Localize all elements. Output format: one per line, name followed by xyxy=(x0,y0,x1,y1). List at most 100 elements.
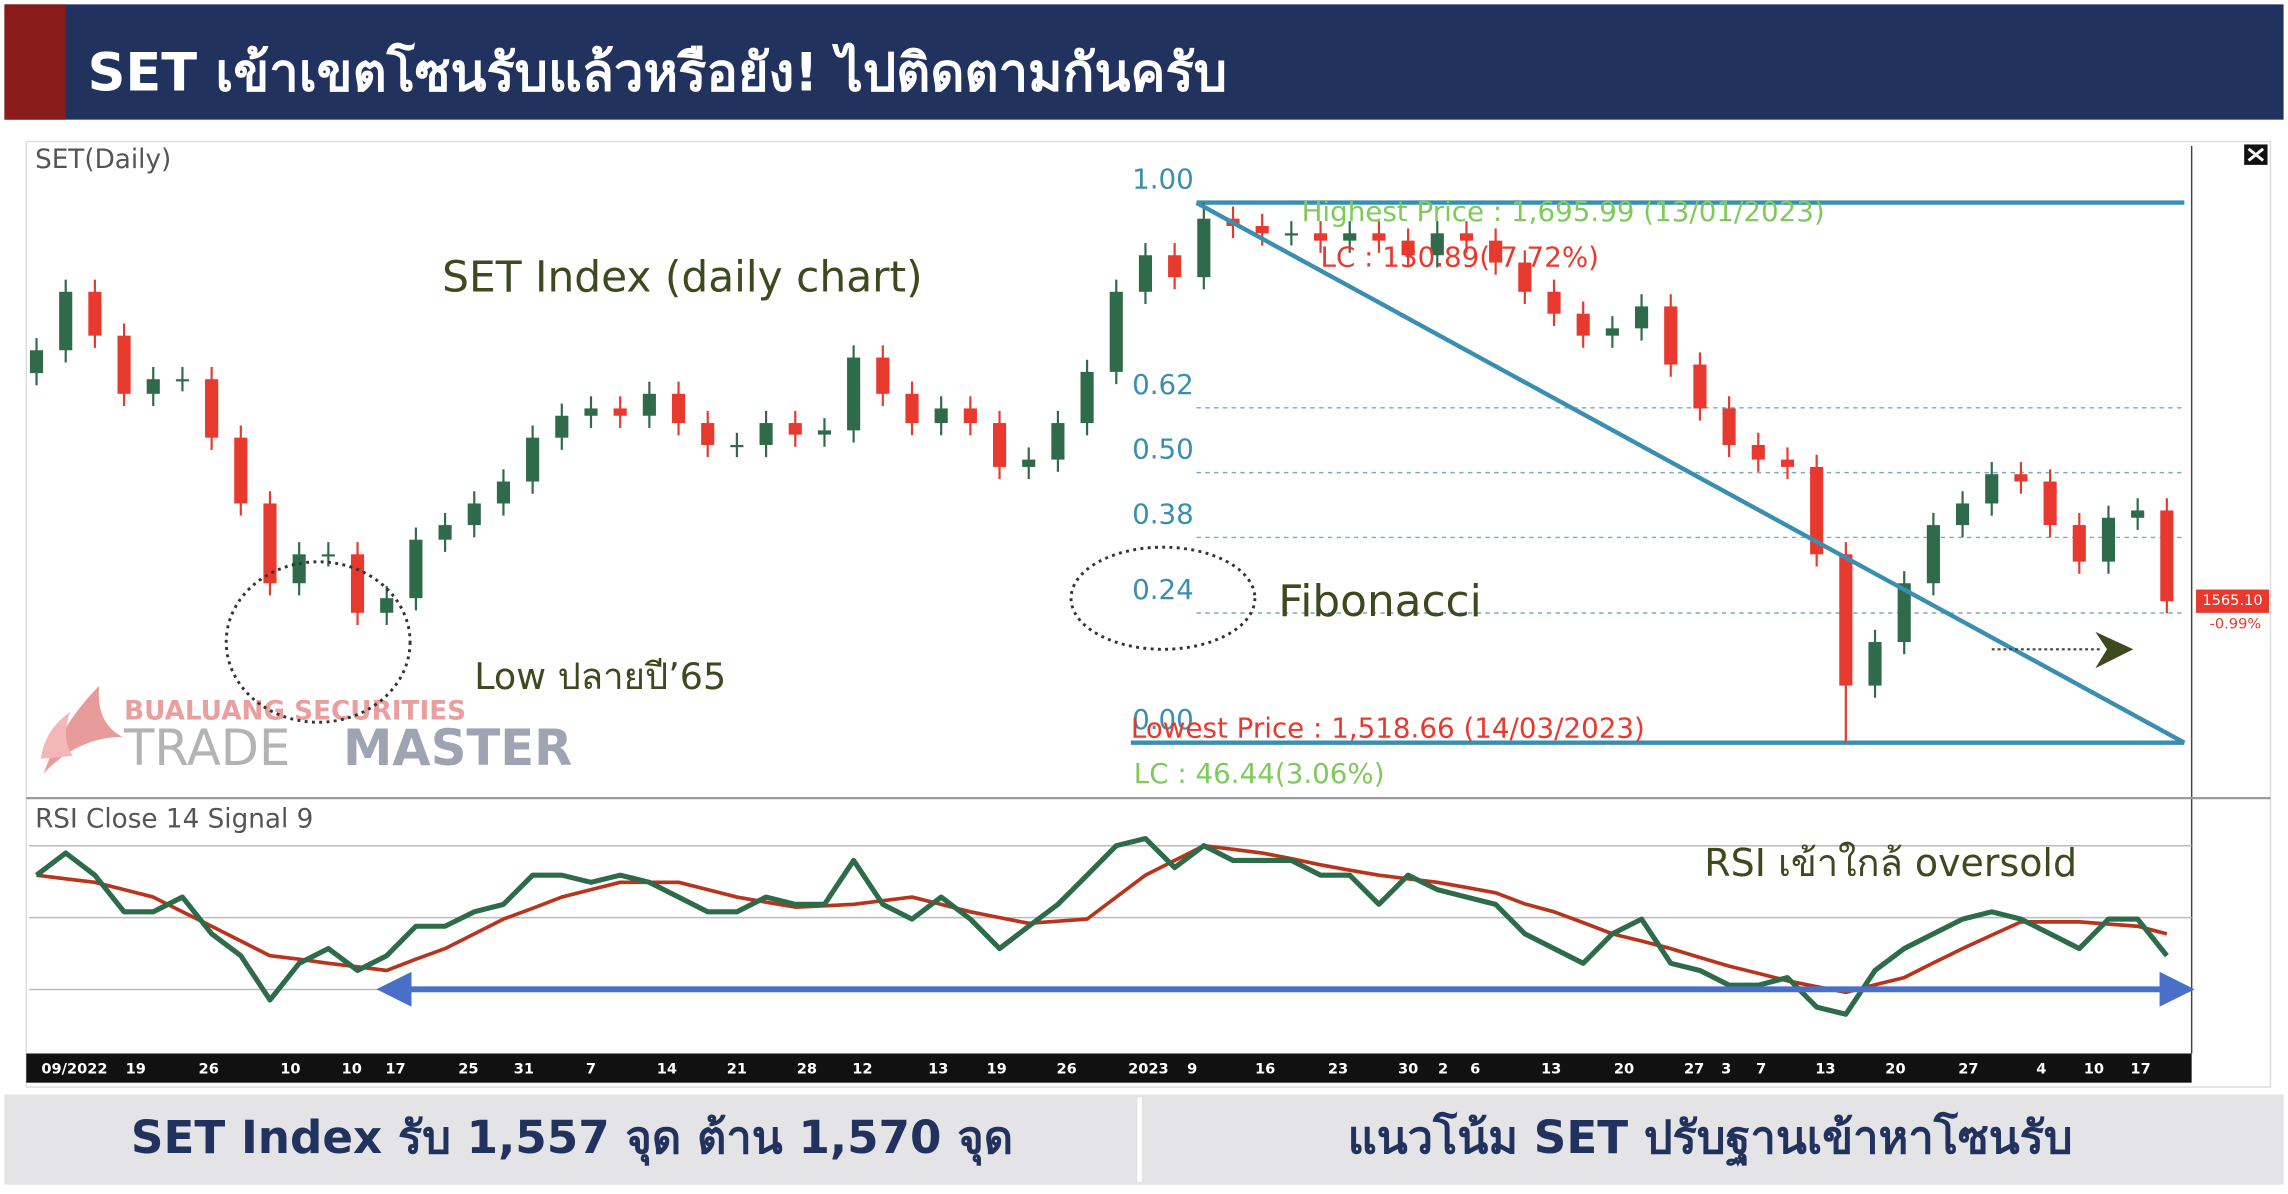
footer-text: แนวโน้ม SET ปรับฐานเข้าหาโซนรับ xyxy=(1348,1110,2073,1167)
arrow-head xyxy=(2095,631,2134,669)
candle-body xyxy=(1605,328,1619,336)
candle-body xyxy=(59,291,73,351)
x-tick-label: 16 xyxy=(1255,1061,1275,1078)
candle-body xyxy=(496,481,511,504)
candle-body xyxy=(1722,408,1736,445)
candle-body xyxy=(1547,291,1561,314)
candle-body xyxy=(934,408,948,424)
candle-body xyxy=(409,539,423,599)
x-tick-label: 20 xyxy=(1614,1061,1634,1078)
x-tick-label: 23 xyxy=(1328,1061,1348,1078)
candle-body xyxy=(2101,517,2116,562)
candle-body xyxy=(1868,642,1882,686)
fib-label: 0.24 xyxy=(1132,573,1194,606)
x-tick-label: 19 xyxy=(126,1061,146,1078)
candle-body xyxy=(438,525,452,540)
x-tick-label: 17 xyxy=(2130,1061,2150,1078)
x-tick-label: 30 xyxy=(1398,1061,1418,1078)
last-change-label: -0.99% xyxy=(2210,616,2262,633)
highest-label: Highest Price : 1,695.99 (13/01/2023) xyxy=(1302,195,1825,228)
candle-body xyxy=(1284,233,1298,236)
watermark: BUALUANG SECURITIES TRADE MASTER xyxy=(40,685,572,777)
header-band xyxy=(4,4,2284,120)
candle-body xyxy=(1372,233,1386,241)
x-tick-label: 14 xyxy=(657,1061,677,1078)
x-tick-label: 13 xyxy=(1541,1061,1561,1078)
candle-body xyxy=(1985,474,1999,504)
x-tick-label: 27 xyxy=(1684,1061,1704,1078)
x-tick-label: 13 xyxy=(928,1061,948,1078)
annotation: Fibonacci xyxy=(1278,576,1482,627)
watermark-brand: TRADE xyxy=(123,719,290,777)
panel-label: RSI Close 14 Signal 9 xyxy=(35,805,313,835)
candle-body xyxy=(1751,444,1765,460)
close-icon xyxy=(2247,147,2265,162)
x-axis: 09/2022 19 26 10 10 17 25 31 7 14 21 28 12 13 19 26 2023… xyxy=(41,1061,2150,1078)
x-tick-label: 12 xyxy=(852,1061,872,1078)
candle-body xyxy=(1693,364,1707,409)
price-panel: 1.00 0.62 0.50 0.38 0.24 0.00 1565.10 -0.99% xyxy=(29,163,2269,745)
candle-body xyxy=(2043,481,2057,526)
candle-body xyxy=(1138,255,1153,292)
candle-body xyxy=(1343,233,1357,241)
candle-body xyxy=(467,503,481,526)
annotation: Low ปลายปี’65 xyxy=(474,655,726,698)
x-tick-label: 2023 xyxy=(1128,1061,1169,1078)
candle-body xyxy=(2072,525,2086,562)
lowest-lc: LC : 46.44(3.06%) xyxy=(1134,757,1385,790)
candle-body xyxy=(613,408,627,416)
x-tick-label: 26 xyxy=(1057,1061,1077,1078)
x-tick-label: 09/2022 xyxy=(41,1061,107,1078)
candle-body xyxy=(1664,306,1678,365)
lowest-label: Lowest Price : 1,518.66 (14/03/2023) xyxy=(1131,712,1645,745)
candle-body xyxy=(1780,459,1795,467)
candle-body xyxy=(526,437,540,482)
x-tick-label: 7 xyxy=(586,1061,596,1078)
fib-label: 0.38 xyxy=(1132,498,1194,531)
candle-body xyxy=(876,357,890,394)
x-tick-label: 13 xyxy=(1815,1061,1835,1078)
x-tick-label: 10 xyxy=(2084,1061,2104,1078)
candle-body xyxy=(730,444,744,448)
x-axis-bar xyxy=(26,1053,2192,1083)
last-price-label: 1565.10 xyxy=(2202,592,2262,609)
x-tick-label: 20 xyxy=(1885,1061,1905,1078)
fib-label: 0.50 xyxy=(1132,433,1194,466)
candle-body xyxy=(292,554,306,584)
candle-body xyxy=(992,423,1007,467)
chart-frame xyxy=(25,140,2272,1088)
x-tick-label: 27 xyxy=(1958,1061,1978,1078)
low-circle xyxy=(224,560,412,724)
candle-body xyxy=(1634,306,1649,329)
candle-body xyxy=(380,598,394,613)
candle-body xyxy=(1926,525,1940,584)
candle-body xyxy=(1576,313,1590,336)
candle-body xyxy=(1956,503,1970,526)
candle-body xyxy=(1401,240,1415,256)
fib-label: 0.00 xyxy=(1132,703,1194,736)
candle-body xyxy=(817,430,832,435)
candle-body xyxy=(1313,233,1328,241)
footer-text: SET Index รับ 1,557 จุด ต้าน 1,570 จุด xyxy=(131,1111,1013,1166)
chart-title: SET Index (daily chart) xyxy=(442,253,922,302)
candle-body xyxy=(2131,510,2145,518)
candle-body xyxy=(175,379,190,382)
fib-label: 1.00 xyxy=(1132,163,1194,196)
candle-body xyxy=(905,393,919,424)
candle-body xyxy=(1518,262,1532,292)
candle-body xyxy=(1489,240,1503,263)
candle-body xyxy=(88,291,102,336)
x-tick-label: 19 xyxy=(986,1061,1006,1078)
x-tick-label: 7 xyxy=(1756,1061,1766,1078)
header-accent xyxy=(4,4,66,120)
candle-body xyxy=(1168,255,1182,278)
candle-body xyxy=(759,423,773,445)
annotation: RSI เข้าใกล้ oversold xyxy=(1704,841,2077,885)
candle-body xyxy=(117,335,131,394)
watermark-company: BUALUANG SECURITIES xyxy=(124,697,466,727)
candle-body xyxy=(1810,466,1824,555)
x-tick-label: 17 xyxy=(385,1061,405,1078)
x-tick-label: 4 xyxy=(2036,1061,2046,1078)
